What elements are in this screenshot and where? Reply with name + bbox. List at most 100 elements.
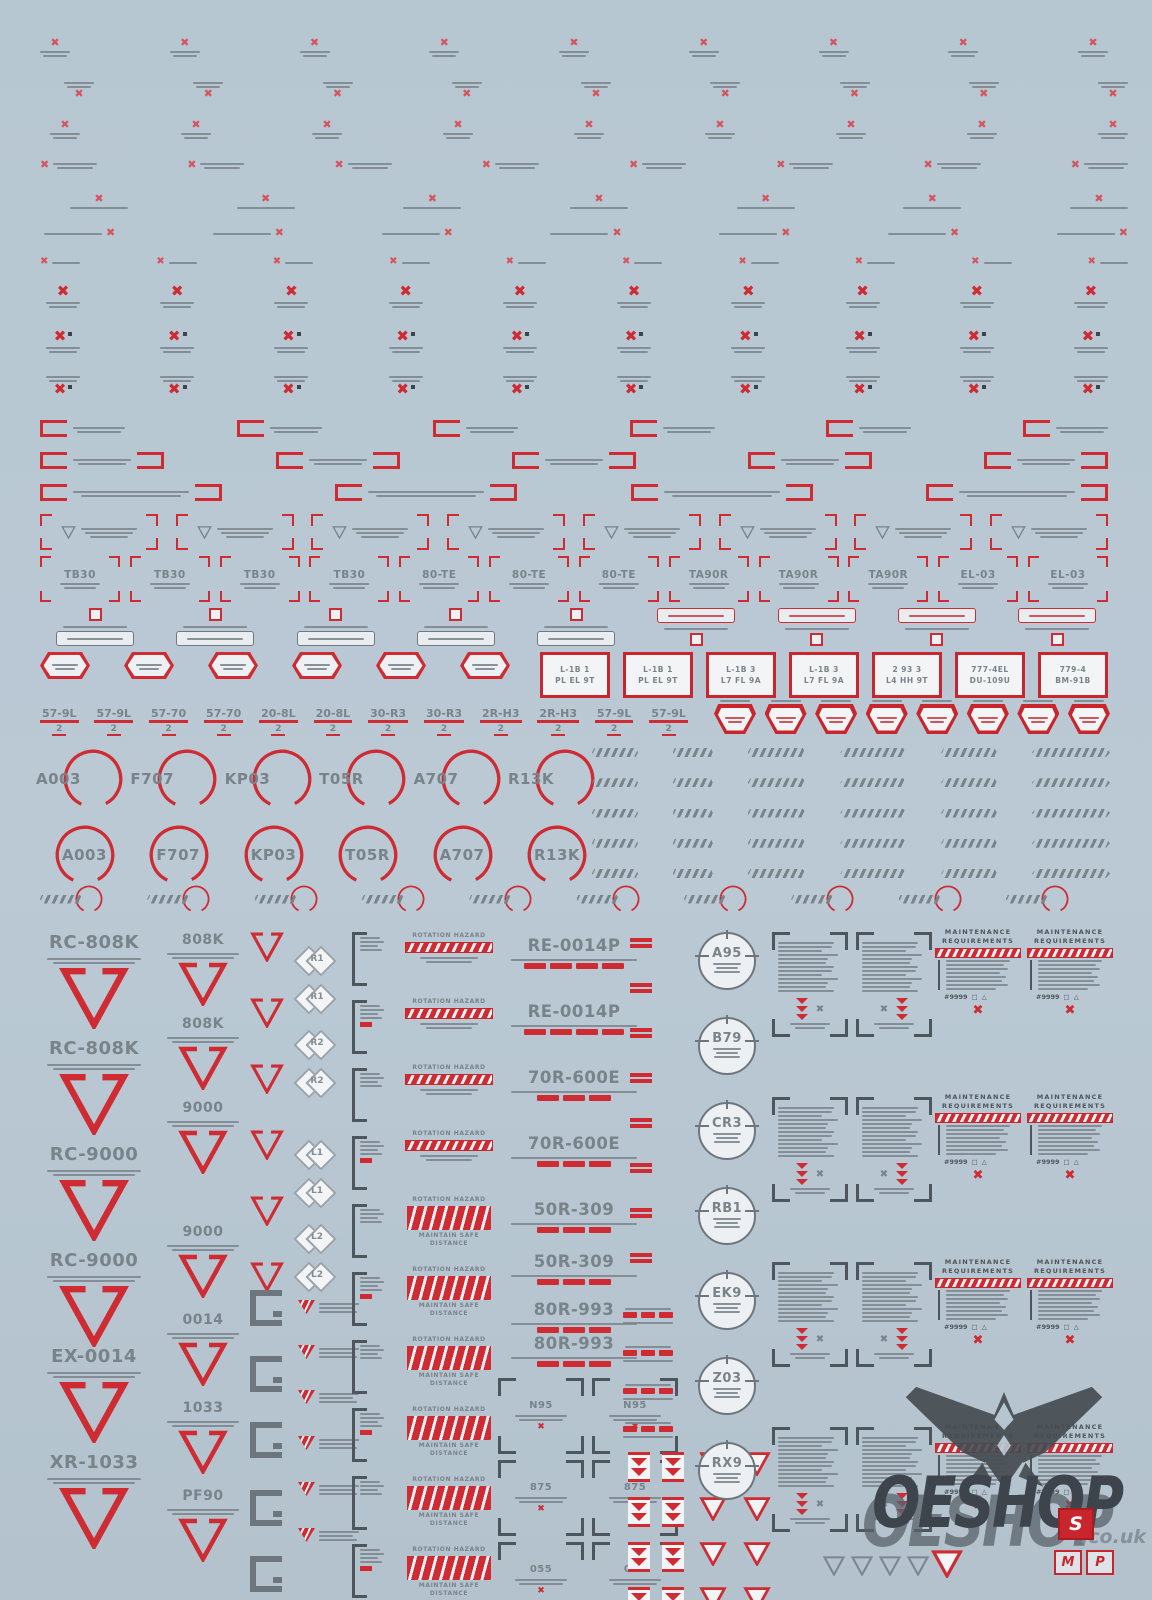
red-bar-icon xyxy=(659,1350,673,1356)
caution-bracket-row xyxy=(40,452,1108,469)
microtext xyxy=(1030,526,1087,538)
maintenance-footer: #9999 □ △ xyxy=(944,993,1022,1001)
ring-code-decal: A003 xyxy=(36,746,128,814)
rotation-hazard-decal: ROTATION HAZARD MAINTAIN SAFE DISTANCE xyxy=(404,1336,494,1387)
rotation-hazard-subtitle: MAINTAIN SAFE DISTANCE xyxy=(418,1301,480,1317)
microtext xyxy=(862,1437,926,1487)
rotation-hazard-title: ROTATION HAZARD xyxy=(412,1476,486,1483)
bracket-left-icon xyxy=(925,484,953,501)
ring-code-text: A707 xyxy=(413,770,459,788)
red-square-icon xyxy=(329,608,342,621)
corner-bracket xyxy=(553,538,566,550)
warning-x-decal: ✖ xyxy=(64,80,94,99)
big-code-decal: 80R-993 xyxy=(498,1300,650,1333)
corner-bracket xyxy=(914,1514,932,1532)
bracket-strip-decal xyxy=(352,1340,386,1394)
warning-x-decal: ✖ xyxy=(274,284,309,308)
corner-bracket xyxy=(989,514,1002,526)
label-box xyxy=(777,608,856,623)
icon-wrap: ✖ xyxy=(204,88,213,99)
small-ring-icon xyxy=(825,884,855,914)
circle-code: RX9 xyxy=(708,1456,746,1471)
microtext xyxy=(401,260,430,264)
microtext xyxy=(1025,626,1089,630)
diamond-code-decal: L2 xyxy=(293,1223,337,1255)
corner-bracket xyxy=(498,1542,516,1560)
frame-content xyxy=(739,525,816,539)
underline-code-decal: 30-R3 2 xyxy=(424,702,465,736)
frame-code: 80-TE xyxy=(601,569,636,581)
double-bar-decal xyxy=(630,981,654,995)
icon-wrap: ✖ xyxy=(569,37,578,48)
red-square-icon xyxy=(689,633,703,646)
warning-x-decal: ✖ xyxy=(719,227,790,238)
chevron-down-icon xyxy=(631,1468,647,1476)
microtext xyxy=(511,1355,637,1359)
square-outline-icon: □ xyxy=(1063,1157,1070,1166)
warning-x-decal: ✖ xyxy=(40,36,70,57)
microtext xyxy=(1078,715,1099,723)
hazard-x-icon: ✖ xyxy=(332,87,343,100)
icon-wrap: ✖ xyxy=(979,88,988,99)
frame-code: N95 xyxy=(623,1400,647,1412)
corner-bracket xyxy=(219,591,231,602)
chevron-down-icon xyxy=(631,1458,647,1466)
code-frame-decal: TB30 xyxy=(219,556,300,602)
microtext xyxy=(511,1221,637,1225)
red-bar-icon xyxy=(360,1294,372,1299)
corner-bracket xyxy=(566,1518,584,1536)
caution-bracket-decal xyxy=(629,420,715,437)
red-bar-icon xyxy=(360,1022,372,1027)
icon-wrap: ✖ xyxy=(628,284,641,299)
shield-icon xyxy=(815,704,858,734)
icon-wrap: ✖ xyxy=(261,193,270,204)
hazard-x-icon: ✖ xyxy=(624,327,638,345)
icon-wrap: ✖ xyxy=(275,227,284,238)
rotation-hazard-subtitle: MAINTAIN SAFE DISTANCE xyxy=(418,1581,480,1597)
warning-x-decal: ✖ xyxy=(845,374,880,397)
red-bar-icon xyxy=(537,1279,559,1285)
big-code-decal: 70R-600E xyxy=(498,1134,650,1167)
corner-bracket xyxy=(830,1184,848,1202)
warning-triangle-icon xyxy=(174,1046,232,1092)
decal-mark xyxy=(795,1493,808,1499)
chevron-stack-icon xyxy=(896,1162,909,1186)
red-bar-icon xyxy=(630,983,652,987)
framed-warning-row xyxy=(40,514,1108,550)
block-code: 808K xyxy=(181,1016,225,1032)
microtext xyxy=(623,1396,673,1400)
hazard-x-icon: ✖ xyxy=(167,327,181,345)
microtext xyxy=(778,1272,842,1322)
microtext xyxy=(46,345,80,353)
corner-bracket xyxy=(830,932,848,950)
microtext xyxy=(63,624,127,628)
red-bar-icon xyxy=(524,1029,546,1035)
corner-bracket xyxy=(914,932,932,950)
corner-bracket xyxy=(582,538,595,550)
decal-mark xyxy=(896,1509,909,1515)
corner-bracket xyxy=(772,1349,790,1367)
decal-mark xyxy=(795,1509,808,1515)
circle-code: RB1 xyxy=(708,1201,746,1216)
microtext xyxy=(668,614,725,617)
warning-x-decal: ✖ xyxy=(388,374,423,397)
red-bar-icon xyxy=(641,1426,655,1432)
small-triangle-decal xyxy=(246,932,288,964)
hazard-x-icon: ✖ xyxy=(322,118,332,131)
corner-bracket xyxy=(378,556,390,567)
corner-bracket xyxy=(447,514,460,526)
microtext xyxy=(502,345,537,353)
corner-bracket xyxy=(758,556,770,567)
icon-wrap: ✖ xyxy=(612,227,621,238)
corner-bracket xyxy=(856,1514,874,1532)
warning-x-decal: ✖ xyxy=(959,329,994,353)
rotation-hazard-subtitle: MAINTAIN SAFE DISTANCE xyxy=(418,1231,480,1247)
icon-wrap: ✖ xyxy=(74,88,83,99)
hatch-stripe-decal xyxy=(1031,778,1110,788)
warning-x-decal: ✖ xyxy=(736,193,795,209)
hazard-x-icon: ✖ xyxy=(972,1167,984,1183)
microtext xyxy=(1038,1454,1114,1485)
hazard-x-icon: ✖ xyxy=(50,36,60,49)
icon-wrap: ✖ xyxy=(57,284,70,299)
warning-triangle-icon xyxy=(248,1130,286,1162)
